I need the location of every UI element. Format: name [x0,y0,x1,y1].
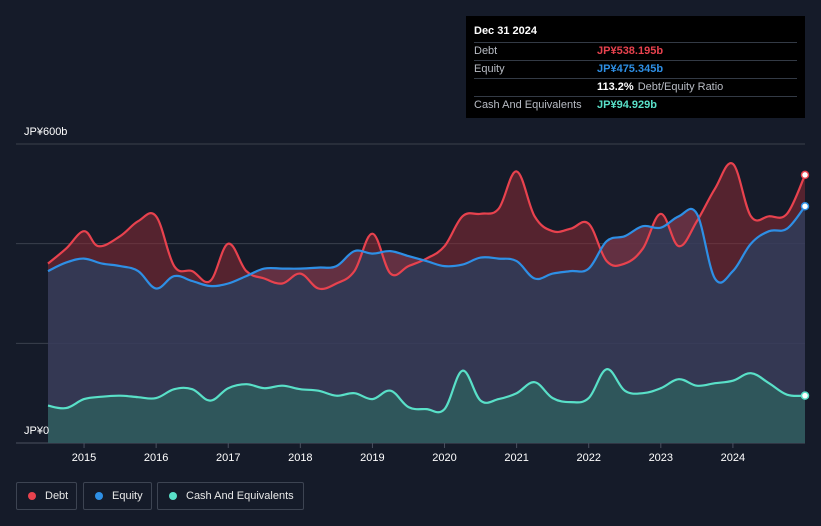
debt-end-marker [800,170,810,180]
tooltip-row-equity: Equity JP¥475.345b [474,60,797,78]
equity-end-marker [800,202,810,211]
legend-debt-label: Debt [45,490,69,502]
tooltip-cash-label: Cash And Equivalents [474,99,582,111]
chart-lines [47,162,807,414]
x-tick-label: 2019 [360,452,384,464]
tooltip-ratio-spacer [474,79,597,96]
legend-debt-dot [28,492,36,500]
y-tick-label-top: JP¥600b [24,126,67,138]
x-tick-label: 2021 [504,452,528,464]
debt-line [47,162,807,291]
tooltip-equity-label: Equity [474,63,505,75]
data-tooltip: Dec 31 2024 Debt JP¥538.195b Equity JP¥4… [466,16,805,118]
debt-equity-gap-area [48,163,805,289]
x-tick-label: 2020 [432,452,456,464]
x-tick-label: 2018 [288,452,312,464]
x-tick-label: 2017 [216,452,240,464]
chart-axes: JP¥600b JP¥0 2015 2016 2017 2018 2019 2020 2021 2… [24,126,745,464]
cash-end-marker [800,391,810,400]
tooltip-row-debt: Debt JP¥538.195b [474,42,797,60]
tooltip-debt-value: JP¥538.195b [597,45,664,57]
legend-equity[interactable]: Equity [83,482,152,510]
y-tick-label-zero: JP¥0 [24,425,49,437]
legend-equity-dot [95,492,103,500]
x-tick-label: 2022 [576,452,600,464]
legend-cash-dot [169,492,177,500]
tooltip-date: Dec 31 2024 [474,25,537,37]
tooltip-cash-value: JP¥94.929b [597,99,657,111]
x-tick-label: 2016 [144,452,168,464]
tooltip-equity-value: JP¥475.345b [597,63,664,75]
legend-equity-label: Equity [112,490,143,502]
cash-area [48,369,805,443]
tooltip-ratio-value: 113.2% [597,81,634,93]
tooltip-ratio-label: Debt/Equity Ratio [637,81,724,93]
legend-cash-label: Cash And Equivalents [186,490,294,502]
tooltip-row-cash: Cash And Equivalents JP¥94.929b [474,96,797,114]
x-tick-label: 2023 [649,452,673,464]
x-tick-label: 2015 [72,452,96,464]
x-tick-label: 2024 [721,452,745,464]
tooltip-debt-label: Debt [474,45,498,57]
equity-line [47,205,806,290]
chart-areas [48,163,805,443]
chart-end-markers [800,170,810,400]
legend-cash[interactable]: Cash And Equivalents [157,482,304,510]
cash-line [47,368,806,414]
tooltip-row-ratio: 113.2% Debt/Equity Ratio [474,78,797,96]
legend-debt[interactable]: Debt [16,482,77,510]
